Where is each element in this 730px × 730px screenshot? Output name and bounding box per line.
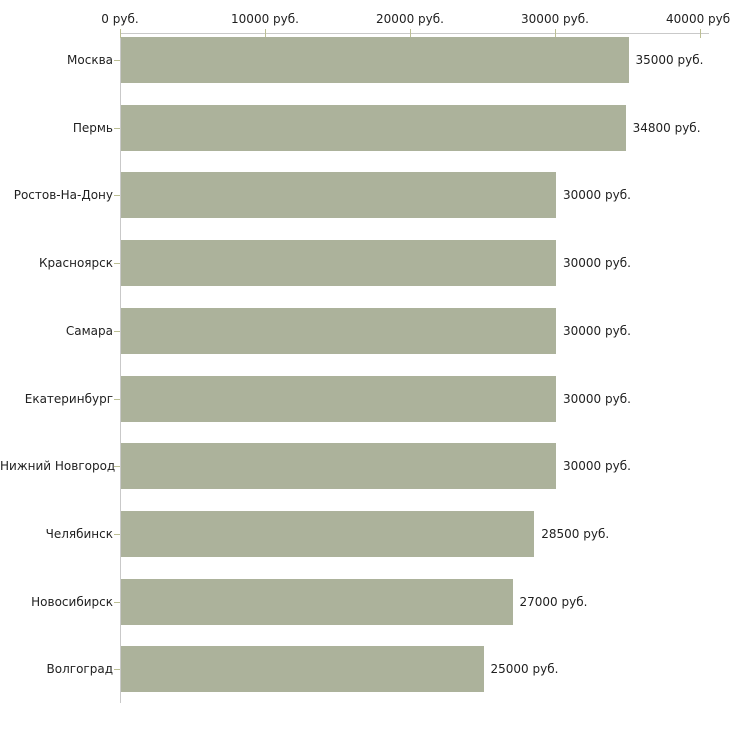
category-label: Екатеринбург [24,391,113,406]
value-label: 30000 руб. [563,459,631,474]
bar [121,578,513,625]
value-label: 27000 руб. [519,594,588,609]
category-label: Новосибирск [31,594,113,609]
value-label: 30000 руб. [563,256,631,271]
value-label: 28500 руб. [541,526,610,541]
bar [121,307,556,354]
category-tick [114,195,120,197]
category-tick [114,398,120,400]
value-label: 30000 руб. [563,188,631,203]
category-tick [114,127,120,129]
category-label: Ростов-На-Дону [13,188,113,203]
bar [121,240,556,287]
category-label: Самара [65,323,113,338]
value-label: 34800 руб. [632,120,701,135]
x-axis-tick-label: 30000 руб. [521,12,589,26]
bar [121,172,556,219]
category-tick [114,466,120,468]
category-label: Нижний Новгород [0,459,116,474]
x-axis-tick-label: 0 руб. [101,12,139,26]
value-label: 30000 руб. [563,323,631,338]
bar [121,375,556,422]
category-tick [114,330,120,332]
category-tick [114,263,120,265]
x-axis-tick [700,29,701,38]
value-label: 25000 руб. [490,662,559,677]
category-label: Москва [67,53,113,67]
category-label: Челябинск [45,526,113,541]
x-axis-tick-label: 10000 руб. [231,12,299,26]
category-label: Красноярск [39,256,113,271]
x-axis-tick [265,29,266,38]
x-axis-tick-label: 40000 руб. [666,12,730,26]
y-axis-line [120,33,121,703]
bar [121,646,484,693]
value-label: 30000 руб. [563,391,631,406]
x-axis-tick-label: 20000 руб. [376,12,444,26]
x-axis-tick [120,29,121,38]
category-label: Волгоград [46,662,113,677]
value-label: 35000 руб. [635,53,704,67]
bar [121,510,535,557]
x-axis-line [120,33,709,34]
category-tick [114,601,120,603]
category-label: Пермь [72,120,113,135]
bar [121,104,626,151]
x-axis-tick [410,29,411,38]
bar [121,443,556,490]
bar [121,37,629,83]
category-tick [114,60,120,61]
x-axis-tick [555,29,556,38]
category-tick [114,669,120,671]
category-tick [114,533,120,535]
